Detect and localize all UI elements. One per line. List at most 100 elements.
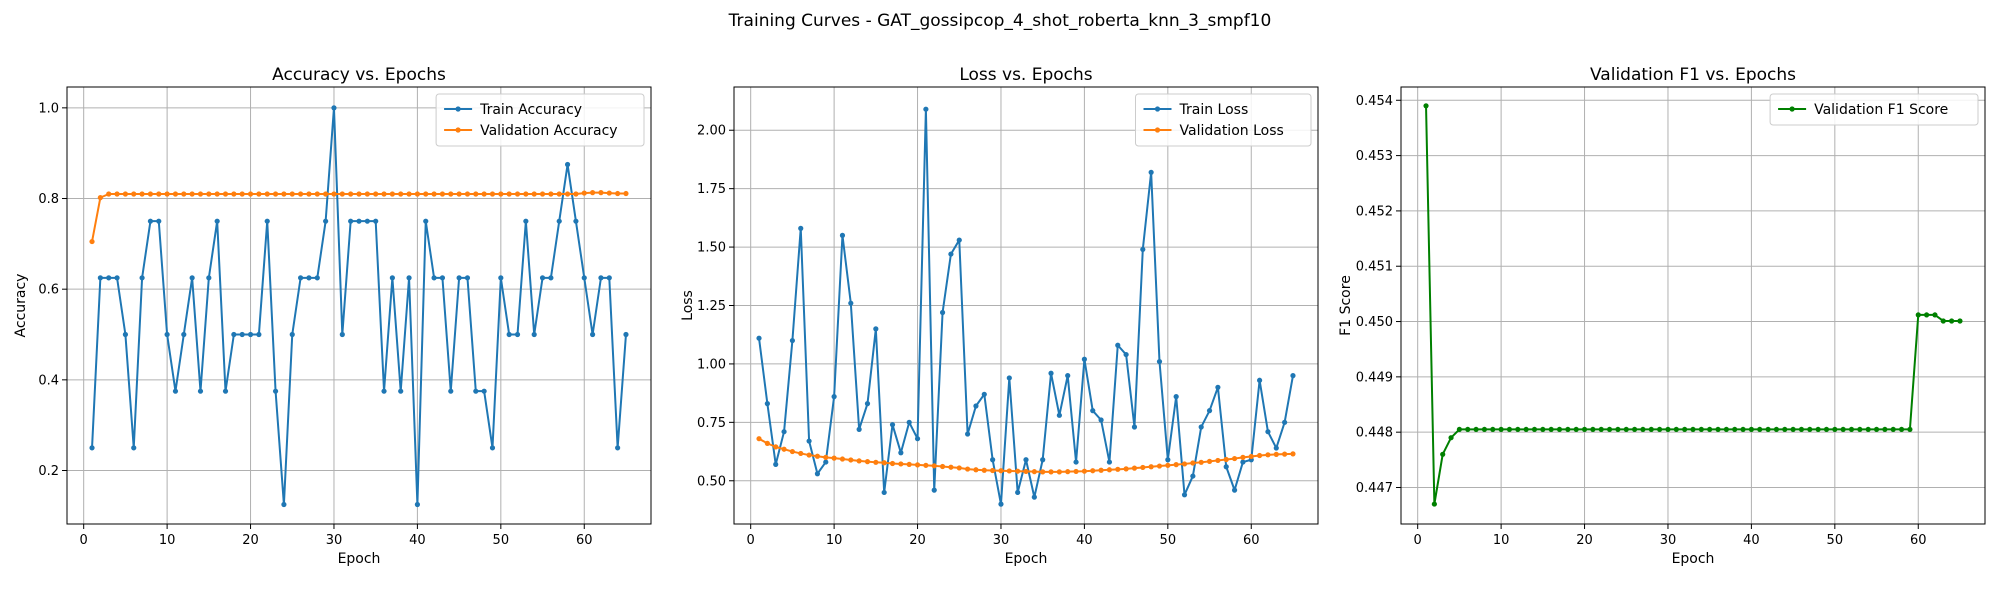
data-point bbox=[798, 450, 804, 457]
data-point bbox=[1265, 429, 1271, 435]
data-point bbox=[1065, 469, 1071, 475]
data-point bbox=[206, 191, 212, 197]
data-point bbox=[314, 191, 320, 197]
data-point bbox=[1882, 426, 1888, 433]
data-point bbox=[581, 275, 587, 281]
data-point bbox=[1515, 426, 1521, 433]
data-point bbox=[539, 275, 546, 281]
data-point bbox=[981, 467, 987, 473]
data-point bbox=[973, 467, 979, 473]
data-point bbox=[1290, 373, 1296, 379]
data-point bbox=[131, 191, 137, 197]
data-point bbox=[606, 275, 612, 281]
data-point bbox=[1465, 426, 1471, 433]
data-point bbox=[448, 388, 454, 394]
data-point bbox=[1123, 466, 1129, 472]
data-point bbox=[1273, 445, 1279, 451]
data-point bbox=[848, 457, 854, 463]
data-point bbox=[156, 191, 162, 197]
data-point bbox=[864, 459, 871, 465]
data-point bbox=[1248, 453, 1254, 460]
data-point bbox=[414, 191, 420, 197]
data-point bbox=[1832, 426, 1838, 433]
data-point bbox=[873, 326, 879, 332]
data-point bbox=[348, 218, 354, 224]
data-point bbox=[548, 275, 554, 281]
data-point bbox=[1698, 426, 1704, 433]
data-point bbox=[981, 391, 987, 397]
data-point bbox=[439, 275, 446, 281]
legend-box bbox=[1135, 93, 1312, 147]
figure-title: Training Curves - GAT_gossipcop_4_shot_r… bbox=[728, 11, 1272, 31]
data-point bbox=[956, 237, 962, 243]
data-point bbox=[1073, 459, 1079, 465]
data-point bbox=[864, 401, 871, 407]
data-point bbox=[1456, 426, 1462, 433]
data-point bbox=[1590, 426, 1596, 433]
data-point bbox=[789, 448, 796, 455]
x-tick-label: 20 bbox=[1576, 533, 1593, 548]
data-point bbox=[881, 489, 887, 496]
data-point bbox=[1665, 426, 1671, 433]
data-point bbox=[272, 388, 279, 394]
legend: Train Accuracy Validation Accuracy bbox=[435, 93, 645, 147]
data-point bbox=[256, 331, 262, 338]
data-point bbox=[222, 191, 229, 197]
data-point bbox=[1290, 451, 1296, 457]
data-point bbox=[1206, 458, 1213, 464]
data-point bbox=[1131, 465, 1138, 471]
legend-box bbox=[435, 93, 645, 147]
chart-f1: 0 10 20 30 40 50 60 0.447 0.448 0.449 0.450 0.451 0.… bbox=[1338, 65, 1986, 567]
data-point bbox=[831, 455, 837, 461]
data-point bbox=[147, 218, 154, 224]
data-point bbox=[1190, 460, 1196, 466]
data-point bbox=[464, 191, 471, 197]
data-point bbox=[356, 218, 362, 224]
data-point bbox=[1173, 462, 1179, 468]
x-tick-label: 10 bbox=[159, 533, 176, 548]
data-point bbox=[1257, 452, 1263, 459]
data-point bbox=[348, 191, 354, 197]
data-point bbox=[231, 191, 237, 197]
x-tick-label: 0 bbox=[1414, 533, 1422, 548]
x-tick-label: 10 bbox=[1493, 533, 1510, 548]
data-point bbox=[756, 335, 762, 341]
data-point bbox=[889, 460, 896, 467]
data-point bbox=[1048, 469, 1054, 475]
data-point bbox=[1090, 468, 1096, 474]
data-point bbox=[373, 218, 379, 224]
legend-marker bbox=[455, 106, 461, 112]
data-point bbox=[514, 191, 521, 197]
data-point bbox=[364, 218, 370, 224]
y-axis-label: F1 Score bbox=[1338, 275, 1354, 336]
data-point bbox=[1106, 459, 1113, 465]
data-point bbox=[1890, 426, 1896, 433]
data-point bbox=[473, 191, 479, 197]
data-point bbox=[389, 191, 395, 197]
legend-box bbox=[1769, 93, 1979, 126]
data-point bbox=[423, 191, 429, 197]
data-point bbox=[272, 191, 279, 197]
data-point bbox=[1807, 426, 1813, 433]
data-point bbox=[323, 191, 329, 197]
data-point bbox=[1615, 426, 1621, 433]
data-point bbox=[1673, 426, 1679, 433]
data-point bbox=[1823, 426, 1830, 433]
data-point bbox=[406, 191, 412, 197]
data-point bbox=[456, 191, 462, 197]
x-tick-label: 60 bbox=[576, 533, 593, 548]
data-point bbox=[156, 218, 162, 224]
data-point bbox=[214, 218, 220, 224]
data-point bbox=[1765, 426, 1771, 433]
y-tick-label: 2.00 bbox=[697, 124, 726, 139]
series-line-accuracy-0 bbox=[91, 106, 627, 506]
data-point bbox=[406, 275, 412, 281]
legend: Validation F1 Score bbox=[1769, 93, 1979, 126]
data-point bbox=[431, 191, 437, 197]
legend-label: Validation Accuracy bbox=[480, 123, 617, 139]
data-point bbox=[906, 419, 912, 425]
data-point bbox=[181, 331, 187, 338]
data-point bbox=[1915, 312, 1921, 318]
legend-label: Validation Loss bbox=[1180, 123, 1284, 139]
data-point bbox=[1215, 384, 1221, 390]
